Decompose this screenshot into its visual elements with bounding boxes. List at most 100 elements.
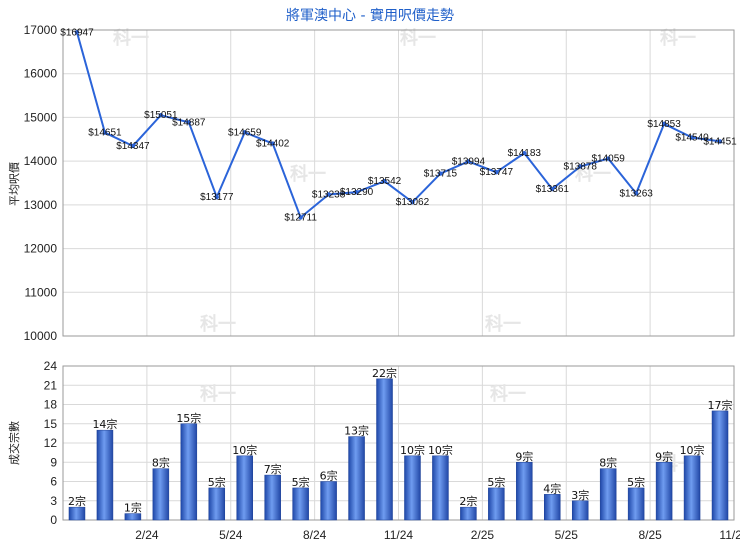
price-point — [717, 139, 723, 144]
volume-bar — [711, 410, 729, 521]
volume-data-label: 7宗 — [264, 462, 282, 476]
watermark: 科一 — [113, 27, 149, 49]
volume-data-label: 10宗 — [428, 443, 453, 457]
volume-data-label: 2宗 — [68, 494, 86, 508]
volume-bar — [96, 429, 114, 521]
watermark: 科一 — [200, 313, 236, 335]
volume-bar — [683, 455, 701, 521]
volume-data-label: 5宗 — [208, 475, 226, 489]
price-data-label: $14183 — [508, 148, 542, 159]
price-point — [633, 191, 639, 196]
chart-title: 將軍澳中心 - 實用呎價走勢 — [286, 7, 454, 24]
price-data-label: $13878 — [564, 161, 598, 172]
volume-bar — [488, 487, 505, 521]
volume-data-label: 5宗 — [292, 475, 310, 489]
x-tick-label: 8/25 — [638, 528, 662, 542]
volume-data-label: 9宗 — [515, 449, 533, 463]
volume-data-label: 5宗 — [487, 475, 505, 489]
volume-bar — [152, 468, 170, 521]
volume-bar — [655, 462, 673, 521]
price-data-label: $13747 — [480, 167, 514, 178]
price-data-label: $13062 — [396, 197, 430, 208]
price-data-label: $13290 — [340, 187, 374, 198]
volume-bar — [124, 513, 142, 521]
bar-y-tick-label: 9 — [50, 455, 57, 469]
volume-bar — [320, 481, 337, 521]
price-data-label: $13994 — [452, 156, 486, 167]
price-point — [326, 192, 331, 197]
volume-bar — [376, 378, 393, 521]
volume-data-label: 8宗 — [152, 456, 170, 470]
bar-y-tick-label: 6 — [50, 475, 57, 489]
x-tick-label: 2/24 — [135, 528, 159, 542]
volume-data-label: 14宗 — [92, 417, 117, 431]
price-data-label: $14853 — [647, 119, 681, 130]
price-point — [382, 178, 387, 184]
price-data-label: $14347 — [116, 141, 150, 152]
price-data-label: $13263 — [619, 188, 653, 199]
volume-data-label: 15宗 — [176, 411, 201, 425]
price-data-label: $14659 — [228, 127, 262, 138]
price-point — [354, 189, 359, 195]
volume-bar — [460, 506, 477, 521]
volume-bar — [544, 494, 561, 521]
x-tick-label: 11/25 — [719, 528, 740, 542]
watermark: 科一 — [200, 383, 236, 405]
price-point — [158, 112, 164, 118]
price-data-label: $14451 — [703, 136, 737, 147]
price-point — [438, 171, 443, 176]
price-data-label: $12711 — [284, 212, 317, 223]
line-y-tick-label: 11000 — [25, 285, 58, 299]
price-data-label: $15051 — [144, 110, 178, 121]
line-y-tick-label: 12000 — [24, 242, 58, 256]
price-point — [578, 164, 583, 169]
line-y-tick-label: 10000 — [24, 329, 58, 343]
volume-bar — [516, 462, 533, 521]
volume-bar — [180, 423, 198, 521]
bar-y-tick-label: 18 — [44, 398, 58, 412]
volume-data-label: 10宗 — [400, 443, 425, 457]
price-data-label: $16947 — [60, 27, 94, 38]
bar-y-tick-label: 21 — [44, 378, 58, 392]
price-point — [522, 150, 527, 156]
watermark: 科一 — [660, 27, 696, 49]
volume-bar — [236, 455, 253, 521]
watermark: 科一 — [400, 27, 436, 49]
volume-bar — [264, 474, 281, 521]
volume-bar — [208, 487, 226, 521]
price-point — [270, 141, 275, 146]
volume-bar — [404, 455, 421, 521]
price-point — [130, 143, 136, 149]
price-data-label: $14887 — [172, 117, 206, 128]
volume-bar — [432, 455, 449, 521]
price-point — [242, 130, 247, 135]
volume-data-label: 22宗 — [372, 366, 397, 380]
price-data-label: $13715 — [424, 169, 458, 180]
x-tick-label: 8/24 — [303, 528, 327, 542]
line-y-tick-label: 13000 — [24, 198, 58, 212]
line-y-tick-label: 17000 — [24, 23, 58, 37]
price-point — [494, 170, 499, 175]
price-data-label: $13238 — [312, 189, 346, 200]
x-tick-label: 5/25 — [555, 528, 579, 542]
volume-bar — [292, 487, 309, 521]
price-point — [214, 194, 219, 200]
price-data-label: $14540 — [675, 133, 709, 144]
bar-y-tick-label: 12 — [44, 436, 58, 450]
volume-bar — [571, 500, 589, 521]
volume-data-label: 8宗 — [599, 456, 617, 470]
volume-bar — [348, 436, 365, 521]
price-point — [605, 156, 611, 161]
volume-bar — [627, 487, 645, 521]
bar-plot-frame — [62, 365, 735, 521]
price-point — [410, 199, 415, 205]
price-point — [661, 121, 667, 127]
price-data-label: $14059 — [592, 154, 626, 165]
volume-data-label: 5宗 — [627, 475, 645, 489]
price-point — [74, 30, 80, 35]
line-y-axis-label: 平均呎價 — [7, 162, 21, 206]
watermark: 科一 — [290, 163, 326, 185]
price-line — [76, 32, 721, 220]
